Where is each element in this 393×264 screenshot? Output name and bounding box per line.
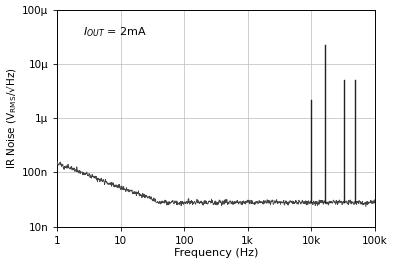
X-axis label: Frequency (Hz): Frequency (Hz) [174, 248, 258, 258]
Text: $I_{OUT}$ = 2mA: $I_{OUT}$ = 2mA [83, 25, 146, 39]
Y-axis label: IR Noise (V$_\mathregular{RMS}$/√Hz): IR Noise (V$_\mathregular{RMS}$/√Hz) [6, 67, 19, 169]
